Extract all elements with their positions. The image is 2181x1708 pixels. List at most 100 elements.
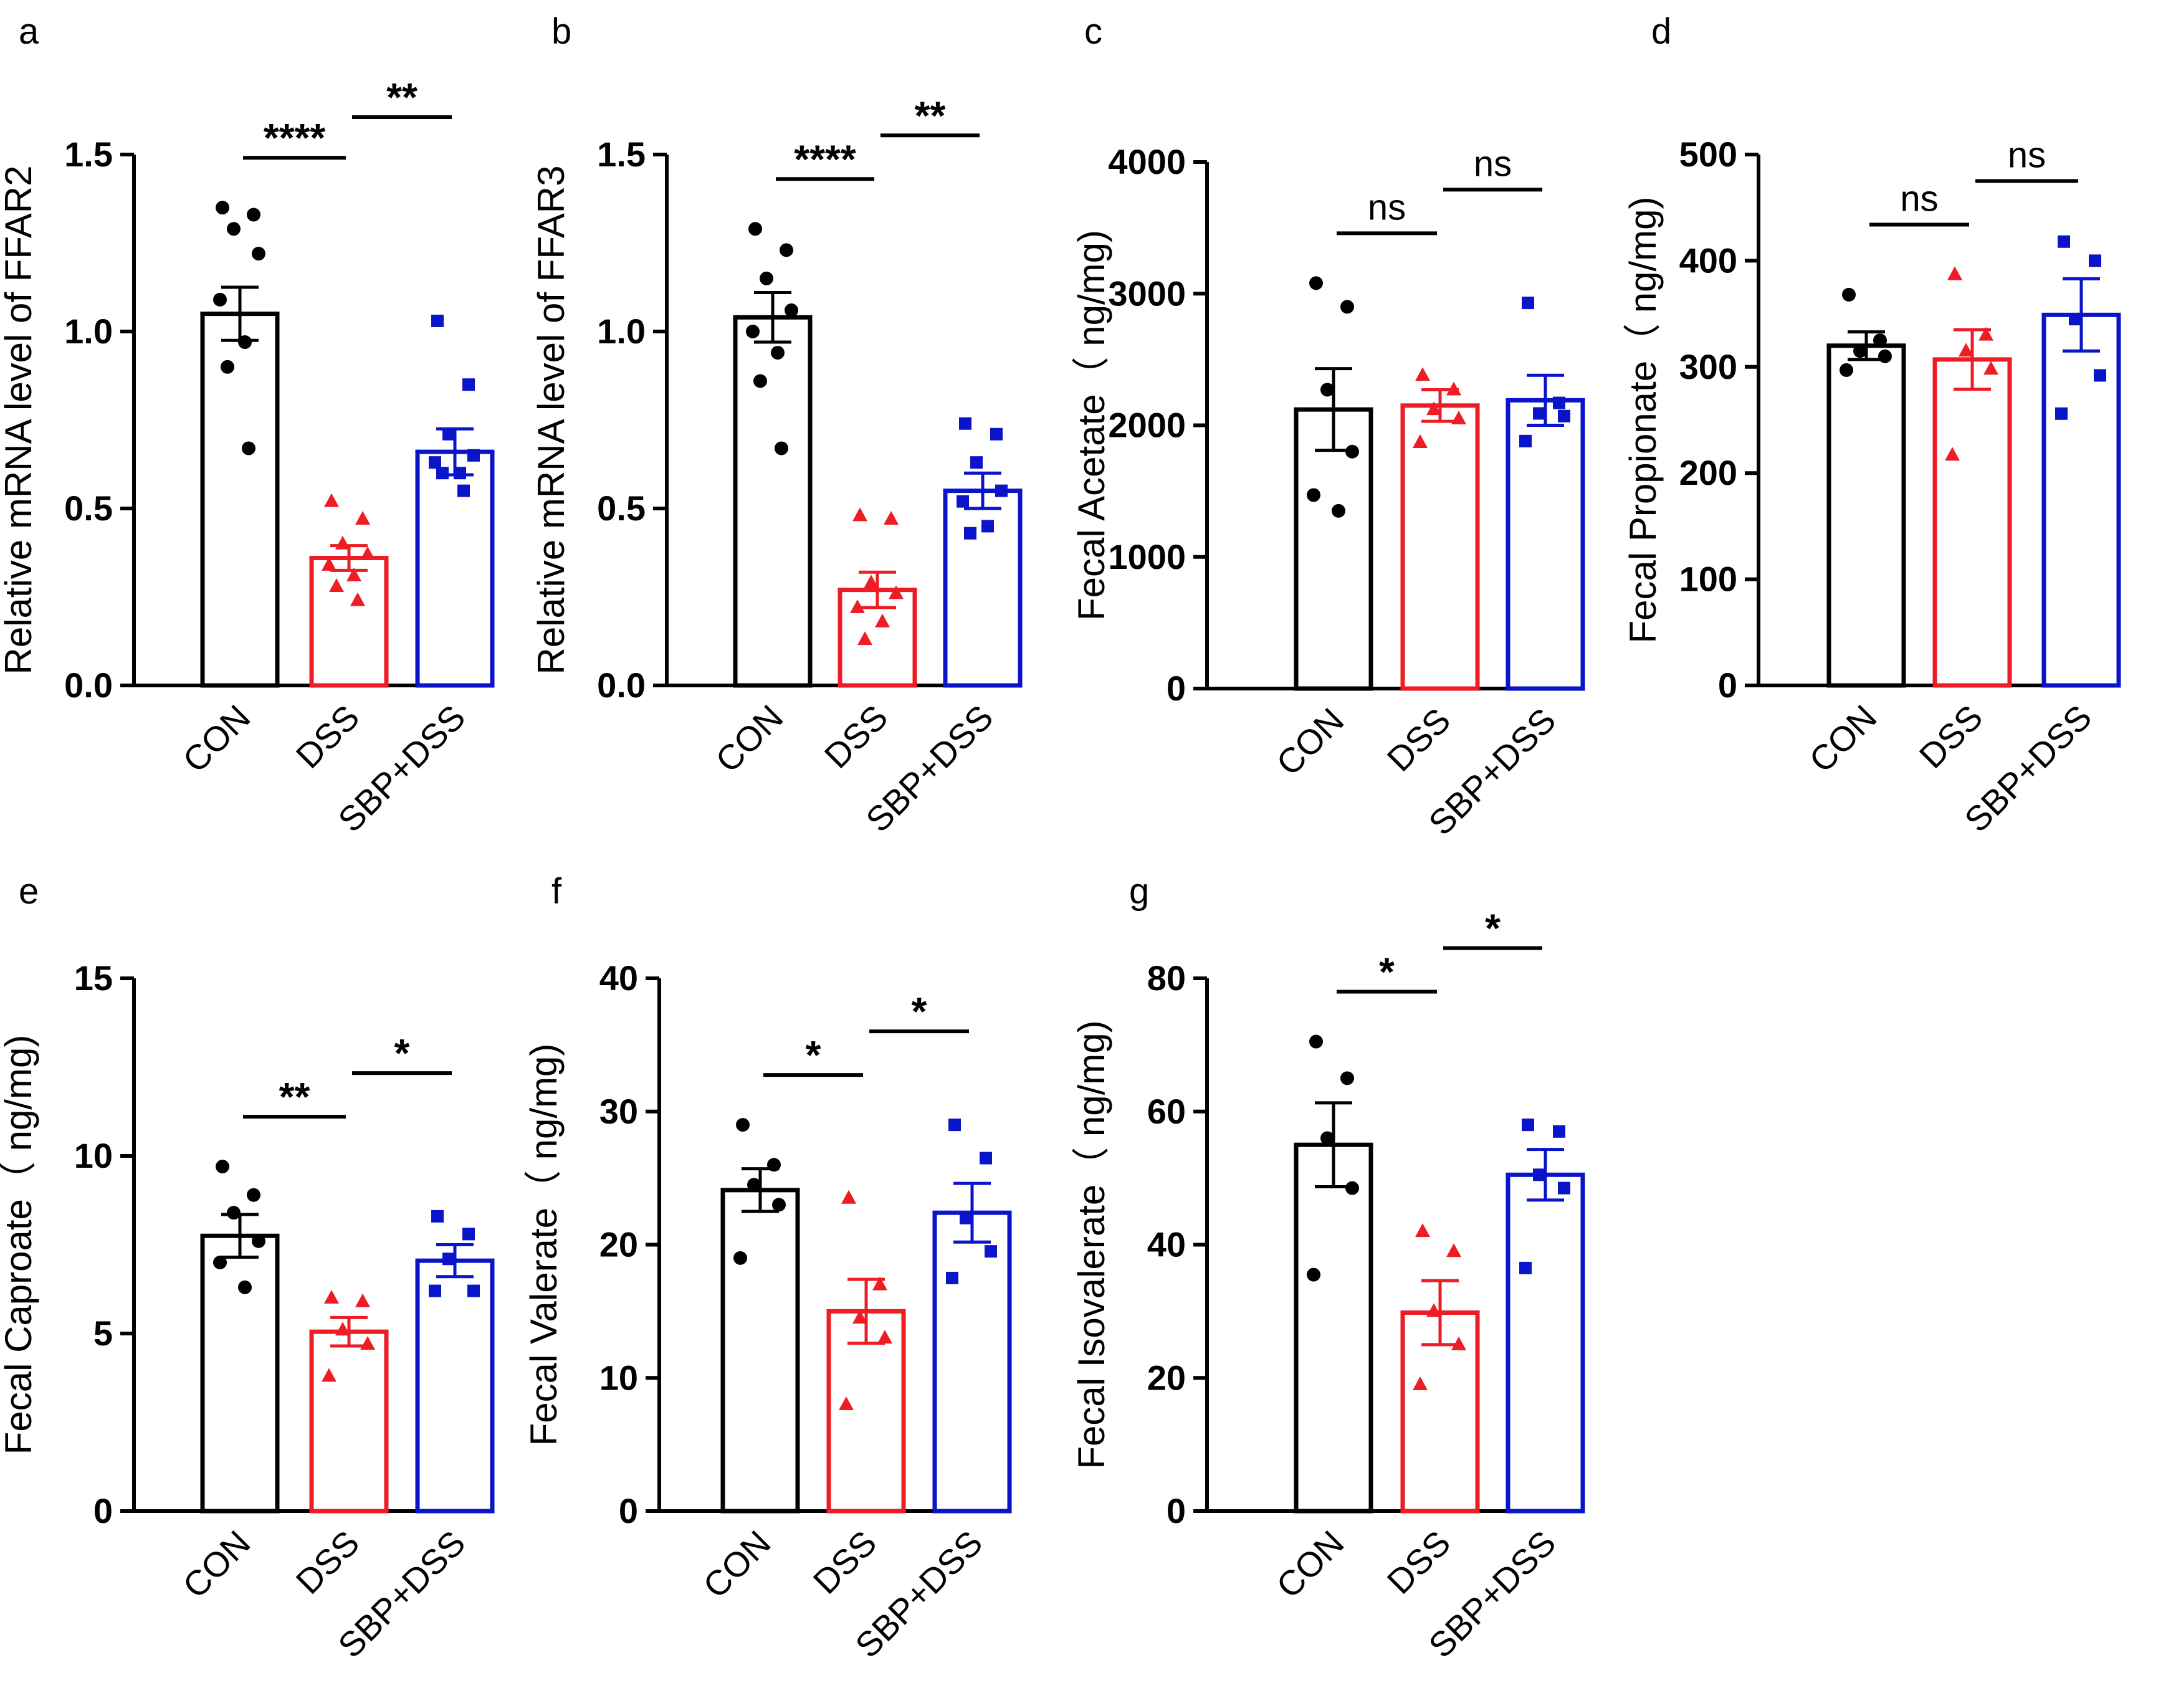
data-point [360,546,375,560]
bar-dss [1932,357,2012,688]
data-point [1340,1071,1354,1085]
data-point [1451,410,1466,424]
panel-b: b 0.0 0.5 1.0 1.5 Relative mRNA level of FFAR… [530,11,1023,839]
data-point [247,1188,260,1202]
y-tick-label: 40 [599,958,638,998]
data-point [985,1245,997,1258]
data-point [772,1198,786,1212]
data-point [733,1251,747,1265]
bar-con [1294,1142,1373,1514]
data-point [946,1271,958,1284]
data-point [355,511,370,525]
data-point [753,374,767,388]
panel-letter: a [19,11,39,52]
data-point [238,335,252,350]
data-point [1415,367,1430,381]
data-point [1446,1243,1461,1257]
data-point [981,520,994,533]
x-category-label: DSS [1912,697,1990,776]
data-point [964,527,976,540]
y-tick-label: 1.5 [64,135,113,174]
data-point [850,599,865,614]
data-point [884,511,899,525]
panel-letter: e [19,871,39,912]
data-point [748,222,762,236]
data-point [227,1206,241,1220]
y-tick-label: 1000 [1108,537,1186,576]
y-axis-title: Fecal Propionate（ ng/mg) [1622,196,1664,643]
data-point [2058,235,2070,248]
panel-letter: d [1651,11,1671,52]
y-tick-label: 10 [74,1136,113,1175]
data-point [324,493,339,507]
y-tick-label: 400 [1679,241,1737,280]
bar-sbp-dss [932,1210,1012,1514]
x-category-label: DSS [1380,700,1458,779]
data-point [767,1158,781,1172]
data-point [864,575,879,589]
data-point [324,1290,339,1304]
data-point [221,360,234,374]
bar-dss [309,1329,389,1514]
significance-label: * [1379,950,1395,995]
y-tick-label: 0.0 [597,666,646,705]
data-point [355,1293,370,1307]
panel-g: g 0 20 40 60 80 Fecal Isovalerate（ ng/mg) CON DS… [1071,871,1585,1665]
y-axis-title: Fecal Caproate（ ng/mg) [0,1035,39,1455]
y-tick-label: 500 [1679,135,1737,174]
bar-con [200,312,280,688]
significance-label: ns [1368,187,1406,227]
panel-letter: c [1084,11,1102,52]
significance-label: ** [386,75,418,120]
data-point [429,456,441,469]
data-point [1558,409,1570,422]
y-tick-label: 15 [74,958,113,998]
x-category-label: DSS [289,1523,367,1601]
data-point [785,303,798,317]
data-point [1415,1223,1430,1238]
y-tick-label: 0 [1167,1491,1186,1530]
data-point [1533,407,1545,420]
significance-label: **** [264,115,326,160]
data-point [1320,383,1334,397]
data-point [454,467,466,480]
y-tick-label: 0.5 [64,489,113,528]
significance-label: * [806,1033,821,1077]
data-point [247,208,260,222]
significance-label: * [912,989,927,1034]
data-point [857,631,872,646]
data-point [1983,361,1998,375]
panel-letter: b [551,11,571,52]
significance-label: ns [2008,135,2046,176]
panel-a: a 0.0 0.5 1.0 1.5 Relative mRNA level of FFAR… [0,11,495,839]
panel-c: c 0 1000 2000 3000 4000 Fecal Acetate（ ng/mg) C… [1071,11,1585,842]
data-point [1873,333,1887,348]
data-point [1309,276,1323,290]
x-category-label: DSS [817,697,895,776]
data-point [1978,327,1993,341]
data-point [252,1234,265,1248]
data-point [216,201,229,215]
data-point [467,449,480,462]
data-point [1558,1181,1570,1195]
data-point [1842,287,1856,302]
x-category-label: CON [175,1523,258,1606]
data-point [213,292,227,307]
y-tick-label: 10 [599,1358,638,1397]
data-point [2094,369,2106,382]
data-point [990,427,1003,441]
data-point [322,1368,336,1382]
data-point [360,1336,375,1350]
bar-sbp-dss [2041,312,2121,688]
data-point [1522,1119,1534,1132]
data-point [1840,363,1853,377]
bar-con [733,315,813,688]
data-point [736,1118,750,1132]
y-tick-label: 20 [1147,1358,1186,1397]
significance-label: ns [1900,179,1938,219]
data-point [329,578,344,592]
data-point [747,1178,761,1192]
x-category-label: CON [1269,700,1352,783]
data-point [1309,1034,1323,1049]
data-point [322,556,336,571]
